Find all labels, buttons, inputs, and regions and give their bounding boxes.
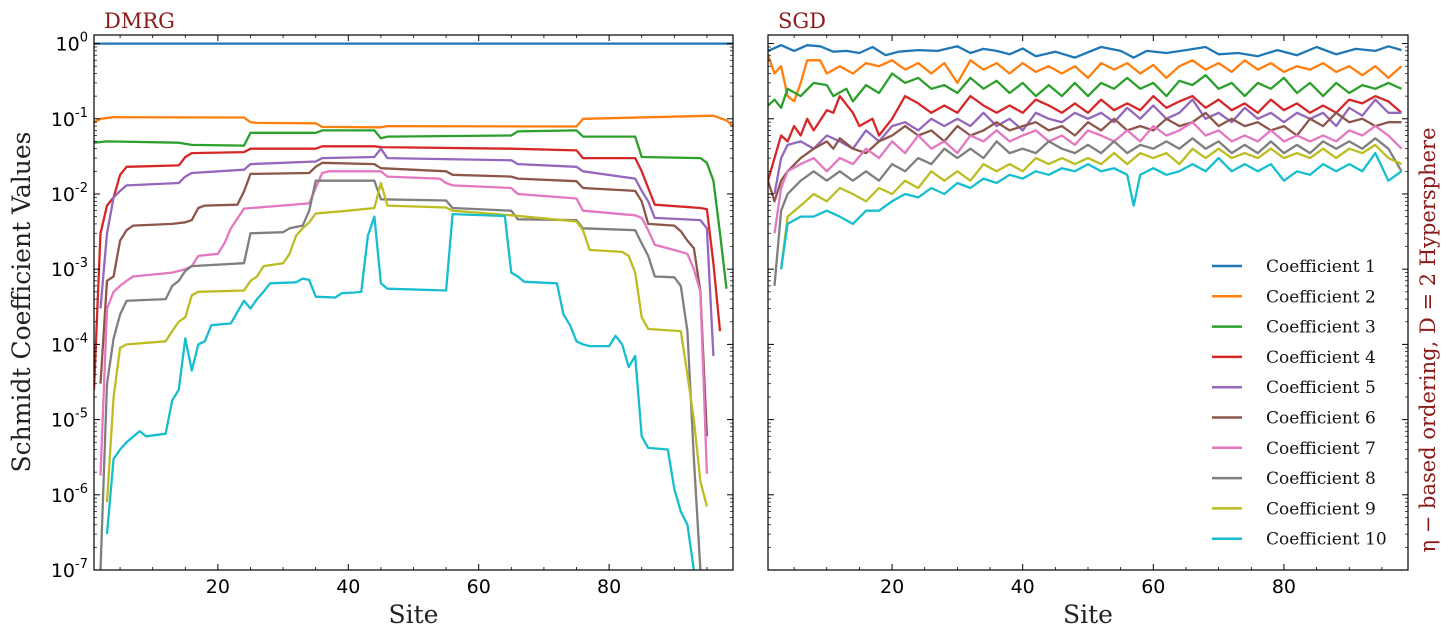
dmrg-y-tick-label: 10-1 — [51, 106, 88, 131]
sgd-x-tick-label: 40 — [1011, 576, 1035, 598]
dmrg-series-line-6 — [99, 161, 709, 437]
sgd-series-group — [768, 44, 1403, 287]
sgd-x-tick-label: 60 — [1141, 576, 1165, 598]
dmrg-series-line-3 — [94, 129, 728, 289]
dmrg-x-tick-label: 20 — [206, 576, 230, 598]
sgd-panel-title: SGD — [778, 9, 826, 33]
dmrg-series-line-4 — [94, 145, 722, 390]
dmrg-y-tick-label: 10-5 — [51, 407, 88, 432]
dmrg-x-axis-label: Site — [389, 600, 439, 629]
dmrg-series-line-7 — [99, 170, 709, 476]
dmrg-y-tick-label: 100 — [56, 31, 88, 56]
legend-label-8: Coefficient 8 — [1266, 469, 1376, 489]
dmrg-y-tick-label: 10-4 — [51, 331, 88, 356]
legend: Coefficient 1 Coefficient 2 Coefficient 3 C… — [1212, 257, 1387, 550]
legend-label-3: Coefficient 3 — [1266, 318, 1376, 338]
legend-label-5: Coefficient 5 — [1266, 378, 1376, 398]
dmrg-series-group — [94, 42, 733, 570]
legend-label-1: Coefficient 1 — [1266, 257, 1376, 277]
legend-label-10: Coefficient 10 — [1266, 530, 1387, 550]
sgd-series-line-8 — [773, 137, 1403, 287]
dmrg-y-tick-label: 10-6 — [51, 482, 88, 507]
sgd-x-axis-label: Site — [1063, 600, 1113, 629]
sgd-series-line-9 — [779, 143, 1402, 270]
dmrg-x-tick-label: 80 — [597, 576, 621, 598]
dmrg-x-tick-label: 60 — [467, 576, 491, 598]
dmrg-panel: 20 40 60 80 100 10-1 10-2 10-3 10-4 10-5 10-6 10-7 D… — [51, 9, 734, 629]
sgd-series-line-5 — [773, 98, 1402, 195]
sgd-series-line-1 — [768, 44, 1402, 59]
legend-label-9: Coefficient 9 — [1266, 499, 1376, 519]
sgd-x-tick-label: 80 — [1272, 576, 1296, 598]
dmrg-series-line-8 — [99, 179, 702, 570]
sgd-series-line-10 — [779, 151, 1403, 270]
legend-label-2: Coefficient 2 — [1266, 287, 1376, 307]
dmrg-series-line-9 — [105, 181, 709, 507]
sgd-series-line-3 — [768, 72, 1402, 109]
sgd-series-line-2 — [768, 54, 1403, 103]
legend-label-4: Coefficient 4 — [1266, 348, 1376, 368]
sgd-series-line-4 — [768, 94, 1403, 182]
legend-label-7: Coefficient 7 — [1266, 439, 1376, 459]
dmrg-y-tick-label: 10-7 — [51, 557, 88, 582]
dmrg-series-line-10 — [105, 212, 696, 570]
dmrg-y-tick-label: 10-2 — [51, 181, 88, 206]
side-label: η − based ordering, D = 2 Hypersphere — [1416, 128, 1440, 553]
dmrg-series-line-2 — [94, 114, 733, 129]
sgd-series-line-6 — [768, 111, 1402, 203]
legend-label-6: Coefficient 6 — [1266, 409, 1376, 429]
dmrg-y-tick-label: 10-3 — [51, 256, 88, 281]
dmrg-x-tick-label: 40 — [336, 576, 360, 598]
y-axis-label: Schmidt Coefficient Values — [7, 132, 36, 473]
dmrg-panel-title: DMRG — [104, 9, 175, 33]
sgd-series-line-7 — [773, 121, 1403, 234]
dmrg-series-line-5 — [99, 147, 715, 357]
sgd-x-tick-label: 20 — [880, 576, 904, 598]
